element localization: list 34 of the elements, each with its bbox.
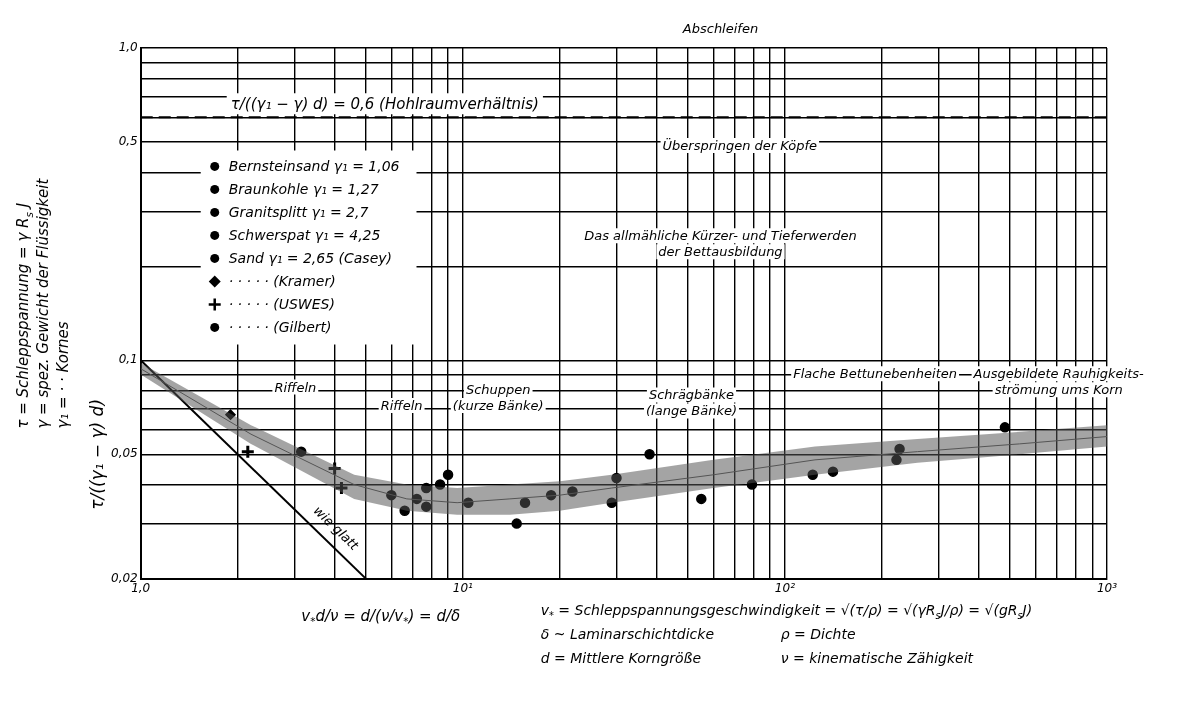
text: ρ = Dichte	[780, 625, 856, 642]
legend-label: Braunkohle γ₁ = 1,27	[228, 181, 379, 198]
annotation: Ausgebildete Rauhigkeits- strömung ums Korn	[972, 366, 1145, 398]
legend-label: Bernsteinsand γ₁ = 1,06	[228, 158, 400, 175]
legend-label: · · · · · (Gilbert)	[228, 319, 332, 336]
annotation: Schrägbänke (lange Bänke)	[646, 387, 737, 419]
x-tick-label: 10³	[1096, 580, 1118, 595]
annotation: Flache Bettunebenheiten	[793, 366, 958, 382]
ref-line-label: τ/((γ₁ − γ) d) = 0,6 (Hohlraumverhältnis)	[230, 95, 539, 114]
legend-label: · · · · · (Kramer)	[228, 273, 336, 290]
y-tick-label: 1,0	[118, 40, 139, 55]
x-tick-label: 10¹	[452, 580, 474, 595]
text: d = Mittlere Korngröße	[540, 649, 702, 666]
legend-label: Sand γ₁ = 2,65 (Casey)	[228, 250, 393, 267]
text: τ = Schleppspannung = γ Rs J	[14, 202, 35, 429]
text: Abschleifen	[681, 21, 759, 37]
y-tick-label: 0,1	[118, 352, 138, 367]
annotation: Riffeln	[274, 379, 317, 395]
legend-label: · · · · · (USWES)	[228, 296, 335, 313]
text: γ₁ = · · Kornes	[54, 321, 72, 429]
y-tick-label: 0,5	[118, 134, 138, 149]
text: δ ~ Laminarschichtdicke	[540, 625, 715, 642]
x-tick-label: 10²	[774, 580, 796, 595]
x-axis-title: v*d/ν = d/(ν/v*) = d/δ	[301, 606, 461, 628]
legend-label: Schwerspat γ₁ = 4,25	[228, 227, 381, 244]
y-axis-title: τ/((γ₁ − γ) d)	[87, 398, 107, 510]
text: ν = kinematische Zähigkeit	[780, 649, 974, 666]
annotation: Das allmähliche Kürzer- und Tieferwerden der Bettausbildung	[584, 228, 857, 260]
text: γ = spez. Gewicht der Flüssigkeit	[34, 177, 52, 429]
annotation: Riffeln	[380, 398, 423, 414]
legend-label: Granitsplitt γ₁ = 2,7	[228, 204, 369, 221]
y-tick-label: 0,05	[111, 446, 138, 461]
annotation: Schuppen (kurze Bänke)	[452, 382, 544, 414]
annotation: Überspringen der Köpfe	[662, 137, 818, 154]
